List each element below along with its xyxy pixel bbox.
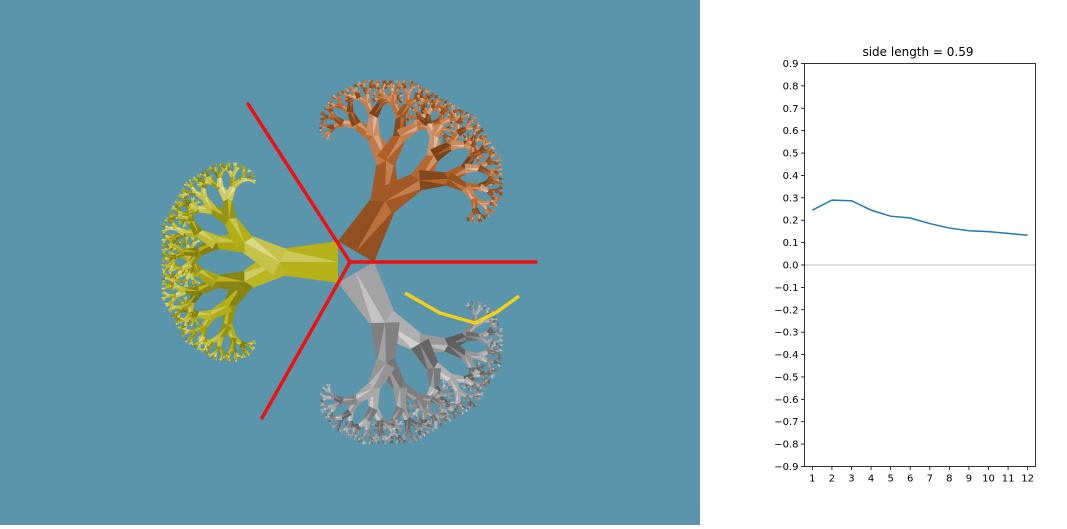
x-tick-label: 11 <box>1002 474 1015 485</box>
x-tick-label: 2 <box>829 474 835 485</box>
y-tick-label: −0.4 <box>774 350 798 361</box>
x-tick-label: 5 <box>887 474 893 485</box>
x-tick-label: 8 <box>946 474 952 485</box>
x-tick-label: 3 <box>848 474 854 485</box>
series-group <box>812 200 1027 235</box>
x-tick-label: 7 <box>927 474 933 485</box>
series-line-1 <box>812 200 1027 235</box>
y-tick-label: 0.6 <box>783 126 799 137</box>
y-tick-label: 0.2 <box>783 216 799 227</box>
y-tick-label: −0.2 <box>774 305 798 316</box>
y-tick-label: −0.9 <box>774 462 798 473</box>
y-tick-label: −0.6 <box>774 395 798 406</box>
y-tick-label: 0.7 <box>783 104 799 115</box>
chart-title: side length = 0.59 <box>862 45 973 59</box>
y-tick-label: 0.1 <box>783 238 799 249</box>
x-tick-label: 9 <box>966 474 972 485</box>
x-tick-label: 12 <box>1021 474 1034 485</box>
line-chart: side length = 0.59 −0.9−0.8−0.7−0.6−0.5−… <box>700 0 1067 525</box>
x-tick-label: 1 <box>809 474 815 485</box>
y-tick-label: −0.3 <box>774 328 798 339</box>
y-tick-label: 0.9 <box>783 59 799 70</box>
x-tick-label: 10 <box>982 474 995 485</box>
y-tick-label: −0.1 <box>774 283 798 294</box>
scene-canvas <box>0 0 700 525</box>
y-tick-label: −0.8 <box>774 440 798 451</box>
y-tick-label: −0.7 <box>774 417 798 428</box>
x-tick-label: 6 <box>907 474 913 485</box>
chart-panel: side length = 0.59 −0.9−0.8−0.7−0.6−0.5−… <box>700 0 1067 525</box>
x-tick-label: 4 <box>868 474 874 485</box>
fractal-tree-scene <box>0 0 700 525</box>
y-tick-label: −0.5 <box>774 372 798 383</box>
y-axis-ticks: −0.9 −0.8 −0.7 −0.6 −0.5 −0.4 −0.3 −0.2 −0.1 0.0 0… <box>774 59 804 473</box>
y-tick-label: 0.5 <box>783 149 799 160</box>
y-tick-label: 0.0 <box>783 261 799 272</box>
y-tick-label: 0.4 <box>783 171 799 182</box>
y-tick-label: 0.8 <box>783 81 799 92</box>
y-tick-label: 0.3 <box>783 193 799 204</box>
